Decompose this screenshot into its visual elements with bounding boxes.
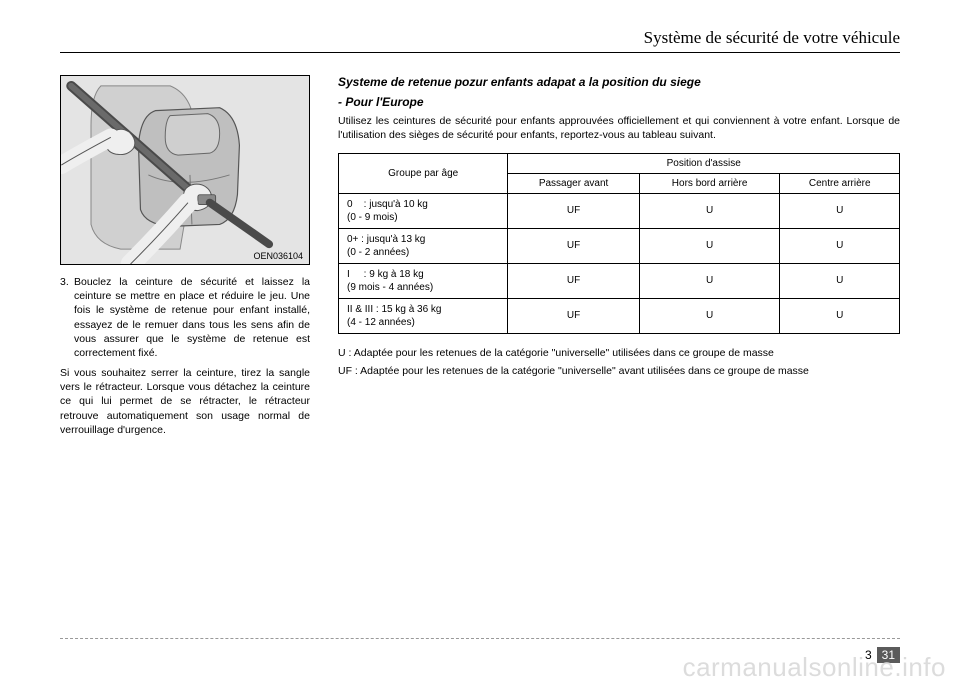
td-age: 0+ : jusqu'à 13 kg (0 - 2 années) (339, 228, 508, 263)
child-seat-illustration (61, 76, 309, 264)
intro-paragraph: Utilisez les ceintures de sécurité pour … (338, 114, 900, 142)
td-center: U (780, 298, 900, 333)
right-column: Systeme de retenue pozur enfants adapat … (338, 75, 900, 443)
th-age-group: Groupe par âge (339, 153, 508, 193)
th-position: Position d'assise (508, 153, 900, 173)
table-row: Groupe par âge Position d'assise (339, 153, 900, 173)
th-center: Centre arrière (780, 173, 900, 193)
td-center: U (780, 193, 900, 228)
td-outboard: U (639, 263, 780, 298)
subheading-line1: Systeme de retenue pozur enfants adapat … (338, 75, 900, 91)
legend-u: U : Adaptée pour les retenues de la caté… (338, 346, 900, 361)
step-text: Bouclez la ceinture de sécurité et laiss… (74, 275, 310, 360)
figure-child-seat: OEN036104 (60, 75, 310, 265)
td-front: UF (508, 263, 639, 298)
td-age: 0 : jusqu'à 10 kg (0 - 9 mois) (339, 193, 508, 228)
table-row: I : 9 kg à 18 kg (9 mois - 4 années) UF … (339, 263, 900, 298)
footer-rule (60, 638, 900, 639)
table-row: II & III : 15 kg à 36 kg (4 - 12 années)… (339, 298, 900, 333)
figure-code: OEN036104 (253, 251, 303, 261)
header-rule (60, 52, 900, 53)
td-front: UF (508, 193, 639, 228)
chapter-number: 3 (862, 647, 877, 663)
td-outboard: U (639, 228, 780, 263)
paragraph-retractor: Si vous souhaitez serrer la ceinture, ti… (60, 366, 310, 437)
td-front: UF (508, 228, 639, 263)
subheading-line2: - Pour l'Europe (338, 95, 900, 111)
td-age: I : 9 kg à 18 kg (9 mois - 4 années) (339, 263, 508, 298)
td-center: U (780, 263, 900, 298)
page-title: Système de sécurité de votre véhicule (60, 28, 900, 48)
th-outboard: Hors bord arrière (639, 173, 780, 193)
td-outboard: U (639, 298, 780, 333)
page-number: 3 31 (862, 647, 900, 663)
td-outboard: U (639, 193, 780, 228)
td-front: UF (508, 298, 639, 333)
table-row: 0+ : jusqu'à 13 kg (0 - 2 années) UF U U (339, 228, 900, 263)
content-columns: OEN036104 3. Bouclez la ceinture de sécu… (60, 75, 900, 443)
legend-uf: UF : Adaptée pour les retenues de la cat… (338, 364, 900, 379)
page-in-chapter: 31 (877, 647, 900, 663)
left-column: OEN036104 3. Bouclez la ceinture de sécu… (60, 75, 310, 443)
th-front: Passager avant (508, 173, 639, 193)
suitability-table: Groupe par âge Position d'assise Passage… (338, 153, 900, 334)
table-row: 0 : jusqu'à 10 kg (0 - 9 mois) UF U U (339, 193, 900, 228)
td-center: U (780, 228, 900, 263)
page: Système de sécurité de votre véhicule (0, 0, 960, 689)
step-number: 3. (60, 275, 74, 360)
step-3: 3. Bouclez la ceinture de sécurité et la… (60, 275, 310, 360)
td-age: II & III : 15 kg à 36 kg (4 - 12 années) (339, 298, 508, 333)
